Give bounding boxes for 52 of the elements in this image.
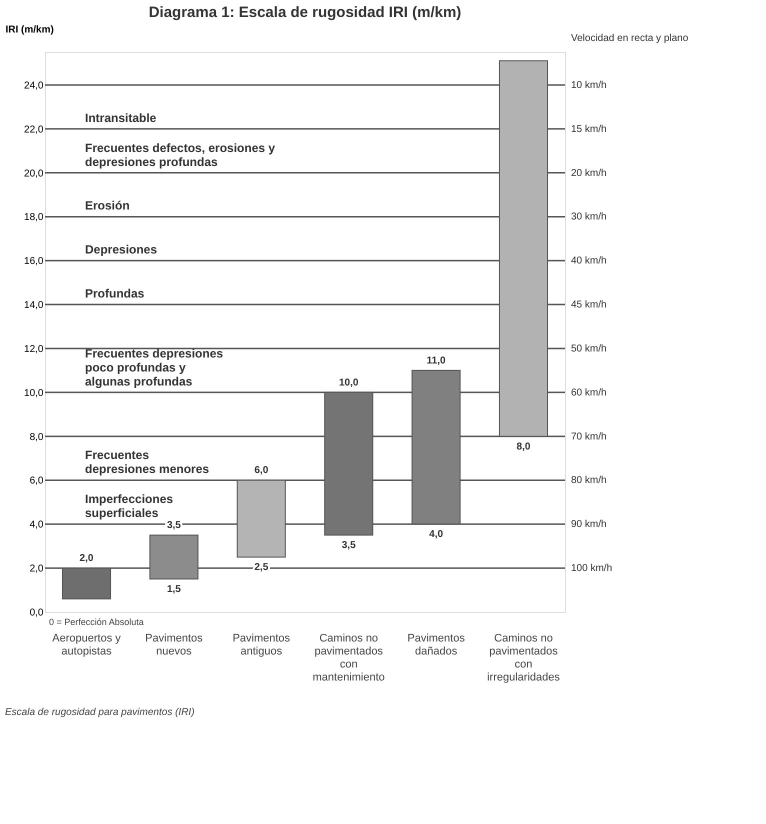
text: 0 = Perfección Absoluta: [49, 617, 144, 627]
y-tick-label: 24,0: [24, 80, 44, 92]
annotation: Frecuentes defectos, erosiones y depresiones profundas: [85, 140, 276, 169]
annotation: 2,0: [80, 553, 94, 564]
y-tick-label: 18,0: [24, 212, 44, 224]
annotation: 4,0: [429, 529, 444, 540]
annotation: Frecuentes depresiones menores: [85, 448, 210, 476]
ref-line-label: 40 km/h: [571, 256, 607, 267]
ref-line-label: 90 km/h: [571, 519, 607, 530]
annotation: 11,0: [426, 355, 446, 366]
y-tick-label: 8,0: [30, 432, 44, 443]
annotation: 10,0: [338, 377, 359, 388]
y-axis-title: IRI (m/km): [6, 24, 54, 36]
chart-title: Diagrama 1: Escala de rugosidad IRI (m/km): [148, 4, 462, 21]
x-tick-label: Pavimentos dañados: [407, 632, 466, 658]
y-tick-label: 6,0: [30, 476, 44, 487]
annotation: Intransitable: [85, 110, 157, 125]
x-tick-label: Caminos no pavimentados con mantenimiento: [312, 632, 385, 684]
ref-line-label: 10 km/h: [571, 80, 607, 91]
ref-line-label: 60 km/h: [571, 387, 607, 398]
annotation: Profundas: [85, 286, 145, 301]
x-tick-label: Caminos no pavimentados con irregularidades: [487, 632, 560, 684]
annotation: 6,0: [254, 465, 269, 476]
y-tick-label: 16,0: [24, 256, 44, 268]
annotation: Frecuentes depresiones poco profundas y algunas profundas: [85, 346, 224, 388]
y-tick-label: 0,0: [30, 608, 44, 618]
y-tick-label: 14,0: [24, 300, 44, 312]
ref-line-label: 20 km/h: [571, 168, 607, 179]
annotation: Depresiones: [85, 242, 158, 257]
annotation: 3,5: [342, 540, 356, 552]
ref-line-label: 15 km/h: [571, 124, 607, 135]
y-tick-label: 2,0: [30, 564, 44, 575]
y-tick-label: 10,0: [24, 388, 44, 399]
annotation: 1,5: [166, 584, 182, 596]
ref-line-label: 30 km/h: [571, 212, 607, 223]
y-tick-label: 4,0: [30, 520, 44, 531]
ref-line-label: 50 km/h: [571, 343, 607, 354]
ref-line-label: 80 km/h: [571, 475, 607, 486]
y-tick-label: 12,0: [24, 344, 44, 355]
ref-line-label: 45 km/h: [571, 300, 607, 311]
text: Escala de rugosidad para pavimentos (IRI): [5, 707, 195, 718]
ref-line-label: 100 km/h: [571, 563, 612, 574]
y-tick-label: 22,0: [24, 124, 44, 136]
x-tick-label: Aeropuertos y autopistas: [52, 632, 122, 658]
x-tick-label: Pavimentos nuevos: [145, 632, 204, 658]
annotation: Erosión: [85, 198, 130, 213]
x-tick-label: Pavimentos antiguos: [232, 632, 291, 658]
annotation: Imperfecciones superficiales: [85, 492, 174, 520]
y-tick-label: 20,0: [24, 168, 44, 180]
ref-line-label: 70 km/h: [571, 431, 607, 442]
annotation: 8,0: [516, 441, 531, 452]
y2-axis-title: Velocidad en recta y plano: [571, 33, 689, 44]
